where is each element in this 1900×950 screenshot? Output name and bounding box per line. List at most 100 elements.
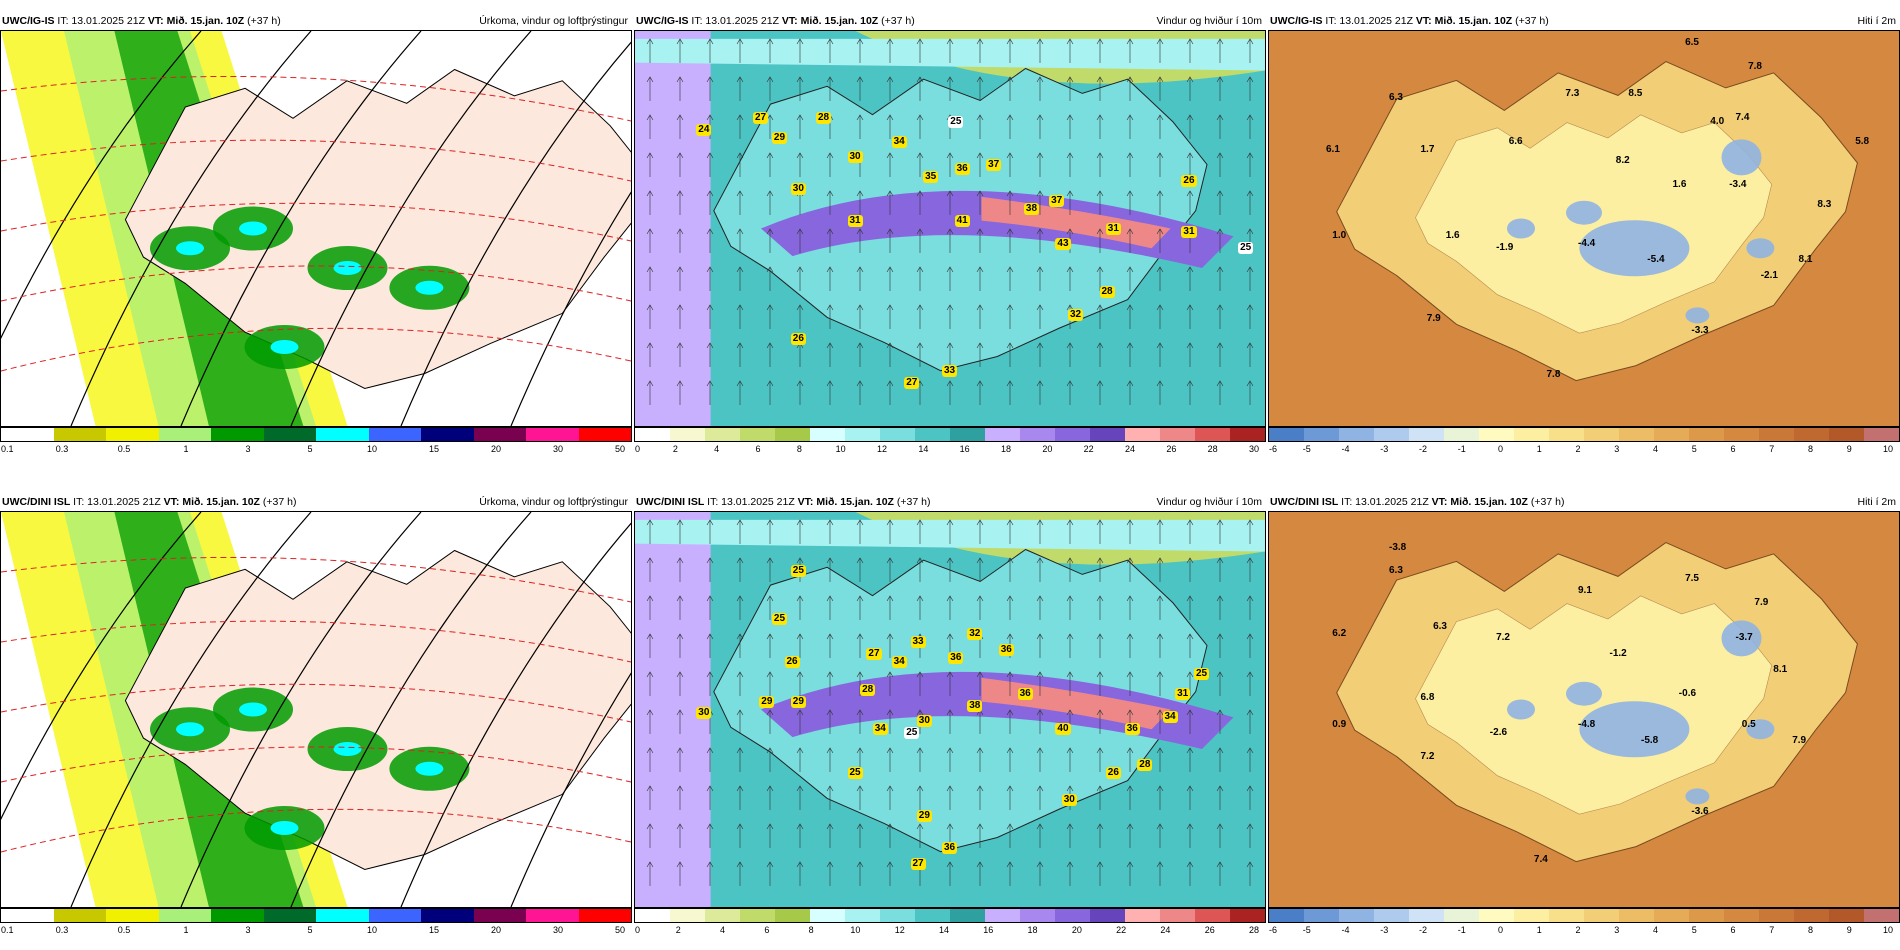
valid-time: VT: Mið. 15.jan. 10Z	[1431, 496, 1528, 508]
wind-gust-label: 36	[1124, 723, 1140, 736]
wind-gust-label: 43	[1055, 238, 1071, 251]
colorbar-tick: 20	[490, 925, 502, 935]
temperature-label: 6.3	[1389, 92, 1403, 104]
colorbar-swatch	[1479, 428, 1514, 441]
valid-time: VT: Mið. 15.jan. 10Z	[147, 15, 245, 27]
temperature-label: -5.4	[1647, 254, 1665, 266]
colorbar-swatch	[1549, 909, 1584, 922]
colorbar-tick: 15	[428, 444, 440, 454]
colorbar-tick: 28	[1207, 444, 1218, 454]
colorbar-swatch	[1724, 909, 1759, 922]
colorbar-tick: 10	[835, 444, 846, 454]
colorbar-swatch	[635, 909, 670, 922]
temperature-label: 7.5	[1685, 573, 1699, 585]
colorbar-tick: 26	[1204, 925, 1215, 935]
colorbar-tick: 2	[672, 444, 678, 454]
wind-gust-label: 26	[784, 656, 800, 669]
colorbar-tick: 6	[755, 444, 761, 454]
colorbar-tick: 0	[635, 444, 641, 454]
temperature-label: 0.5	[1741, 719, 1756, 731]
wind-map-graphic	[635, 512, 1265, 907]
colorbar-swatch	[578, 909, 631, 922]
colorbar-tick: 8	[796, 444, 802, 454]
panel-title: Vindur og hviður í 10m	[1156, 496, 1262, 508]
lead-time: (+37 h)	[1515, 15, 1549, 27]
colorbar-tick: 1	[183, 444, 189, 454]
colorbar-swatch	[1794, 909, 1829, 922]
colorbar-tick: 20	[1071, 925, 1082, 935]
panel-header: UWC/IG-IS IT: 13.01.2025 21Z VT: Mið. 15…	[1268, 12, 1900, 30]
wind-gust-label: 34	[872, 723, 888, 736]
wind-gust-label: 36	[998, 644, 1014, 657]
wind-gust-label: 36	[948, 652, 964, 665]
colorbar-swatch	[1269, 909, 1304, 922]
colorbar-tick: 3	[1614, 925, 1620, 935]
colorbar	[1268, 427, 1900, 442]
colorbar-tick: -2	[1418, 925, 1428, 935]
colorbar-tick: -6	[1269, 444, 1278, 454]
panel-title: Úrkoma, vindur og loftþrýstingur	[479, 496, 628, 508]
colorbar-tick: 20	[1042, 444, 1053, 454]
temperature-label: 9.1	[1578, 585, 1592, 596]
wind-gust-label: 31	[1175, 687, 1191, 700]
colorbar-tick: 0	[635, 925, 641, 935]
wind-gust-label: 38	[967, 699, 983, 712]
colorbar-tick: 6	[1730, 444, 1736, 454]
panel-title: Hiti í 2m	[1857, 15, 1896, 27]
colorbar-swatch	[106, 909, 159, 922]
colorbar-swatch	[473, 428, 526, 441]
wind-gust-label: 30	[696, 707, 712, 720]
colorbar-tick: 8	[1807, 444, 1814, 454]
panel-run-info: UWC/IG-IS IT: 13.01.2025 21Z VT: Mið. 15…	[2, 12, 281, 30]
colorbar-swatch	[915, 909, 950, 922]
wind-gust-label: 26	[790, 333, 806, 346]
lead-time: (+37 h)	[896, 496, 931, 508]
colorbar-swatch	[211, 428, 264, 441]
colorbar-tick: 22	[1116, 925, 1127, 935]
colorbar-swatch	[1160, 909, 1195, 922]
colorbar-tick: 0	[1497, 444, 1504, 454]
wind-gust-label: 36	[954, 163, 970, 176]
colorbar-swatch	[1, 909, 54, 922]
colorbar-swatch	[578, 428, 631, 441]
colorbar-swatch	[880, 909, 915, 922]
colorbar-swatch	[1444, 909, 1479, 922]
temperature-label: 1.6	[1672, 179, 1687, 191]
colorbar-tick: 14	[938, 925, 950, 935]
colorbar-swatch	[1195, 428, 1230, 441]
colorbar-swatch	[316, 428, 369, 441]
colorbar-tick: -5	[1302, 925, 1311, 935]
colorbar-swatch	[705, 909, 740, 922]
temperature-label: 7.2	[1420, 750, 1435, 762]
temperature-label: 6.3	[1433, 620, 1447, 632]
colorbar-swatch	[880, 428, 915, 441]
colorbar-tick: 9	[1846, 444, 1852, 454]
model-name: UWC/DINI ISL	[2, 496, 71, 508]
colorbar-swatch	[950, 909, 985, 922]
wind-gust-label: 31	[1181, 226, 1197, 239]
colorbar-tick: 10	[850, 925, 861, 935]
colorbar-tick: -3	[1380, 925, 1389, 935]
colorbar	[0, 427, 632, 442]
init-time: IT: 13.01.2025 21Z	[73, 496, 161, 508]
colorbar-swatch	[1479, 909, 1514, 922]
colorbar-tick: 5	[307, 444, 313, 454]
panel-header: UWC/IG-IS IT: 13.01.2025 21Z VT: Mið. 15…	[0, 12, 632, 30]
colorbar-tick: 24	[1124, 444, 1136, 454]
colorbar-swatch	[810, 428, 845, 441]
wind-gust-label: 29	[771, 131, 788, 144]
wind-gust-label: 28	[1099, 285, 1115, 298]
colorbar-tick: 0.5	[117, 925, 131, 935]
colorbar-swatch	[1619, 428, 1654, 441]
wind-gust-label: 40	[1055, 723, 1071, 736]
wind-gust-label: 34	[891, 135, 907, 148]
wind-gust-label: 28	[1137, 758, 1153, 771]
wind-gust-label: 24	[696, 123, 712, 136]
temperature-label: -3.7	[1735, 632, 1753, 644]
colorbar-tick: -5	[1302, 444, 1311, 454]
wind-gust-label: 29	[759, 695, 775, 708]
lead-time: (+37 h)	[262, 496, 297, 508]
init-time: IT: 13.01.2025 21Z	[57, 15, 145, 27]
colorbar-tick: 26	[1166, 444, 1177, 454]
init-time: IT: 13.01.2025 21Z	[691, 15, 779, 27]
